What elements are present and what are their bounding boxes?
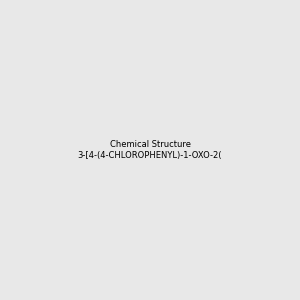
Text: Chemical Structure
3-[4-(4-CHLOROPHENYL)-1-OXO-2(: Chemical Structure 3-[4-(4-CHLOROPHENYL)… [78,140,222,160]
